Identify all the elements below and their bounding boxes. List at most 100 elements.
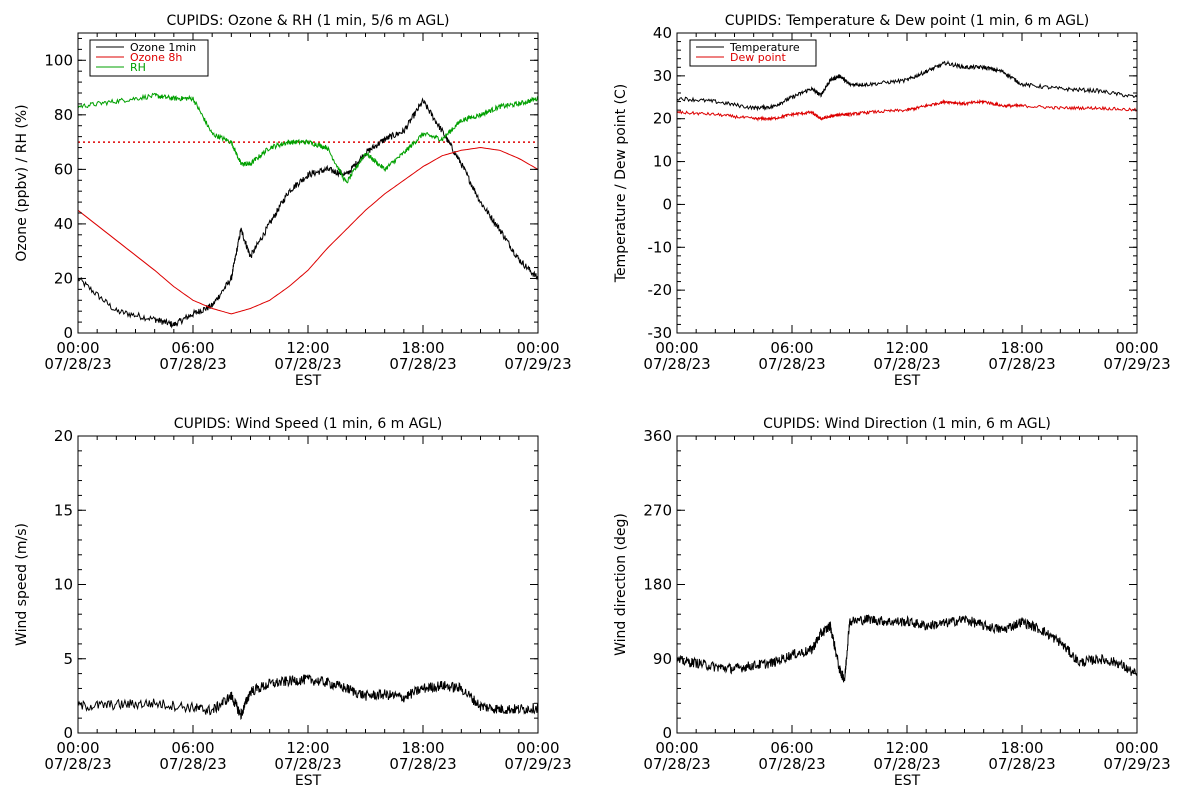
legend-label: RH bbox=[130, 61, 146, 74]
x-tick-time-label: 06:00 bbox=[171, 339, 214, 357]
y-tick-label: 20 bbox=[54, 269, 73, 287]
y-axis-label: Ozone (ppbv) / RH (%) bbox=[14, 104, 30, 261]
chart-title: CUPIDS: Wind Speed (1 min, 6 m AGL) bbox=[174, 416, 442, 432]
x-tick-time-label: 00:00 bbox=[655, 739, 698, 757]
x-tick-time-label: 00:00 bbox=[1115, 339, 1158, 357]
x-tick-time-label: 06:00 bbox=[770, 339, 813, 357]
chart-panel-4: CUPIDS: Wind Direction (1 min, 6 m AGL) 0… bbox=[613, 416, 1171, 789]
x-tick-date-label: 07/28/23 bbox=[758, 755, 825, 773]
x-axis-label: EST bbox=[894, 773, 921, 789]
x-tick-date-label: 07/28/23 bbox=[44, 355, 111, 373]
y-tick-label: 360 bbox=[643, 427, 672, 445]
x-tick-date-label: 07/28/23 bbox=[44, 755, 111, 773]
x-tick-date-label: 07/28/23 bbox=[873, 755, 940, 773]
legend-label: Temperature bbox=[729, 41, 800, 54]
x-tick-date-label: 07/28/23 bbox=[159, 755, 226, 773]
y-tick-label: 15 bbox=[54, 501, 73, 519]
y-tick-label: 10 bbox=[653, 153, 672, 171]
y-axis-label: Wind direction (deg) bbox=[613, 513, 629, 656]
y-tick-label: 0 bbox=[63, 324, 73, 342]
x-tick-date-label: 07/28/23 bbox=[274, 755, 341, 773]
series-group bbox=[78, 674, 538, 720]
y-tick-label: 0 bbox=[662, 724, 672, 742]
x-tick-date-label: 07/28/23 bbox=[159, 355, 226, 373]
chart-panel-3: CUPIDS: Wind Speed (1 min, 6 m AGL) 0 5 10 1… bbox=[14, 416, 572, 789]
x-axis-label: EST bbox=[295, 373, 322, 389]
x-axis-label: EST bbox=[894, 373, 921, 389]
x-tick-date-label: 07/28/23 bbox=[988, 755, 1055, 773]
x-tick-date-label: 07/28/23 bbox=[274, 355, 341, 373]
legend-box bbox=[689, 39, 817, 67]
x-tick-time-label: 06:00 bbox=[770, 739, 813, 757]
x-tick-date-label: 07/29/23 bbox=[1103, 755, 1170, 773]
x-tick-time-label: 18:00 bbox=[1000, 339, 1043, 357]
x-tick-date-label: 07/29/23 bbox=[1103, 355, 1170, 373]
y-tick-label: 90 bbox=[653, 650, 672, 668]
plot-frame bbox=[676, 435, 1138, 734]
y-tick-label: 180 bbox=[643, 576, 672, 594]
x-tick-time-label: 00:00 bbox=[516, 339, 559, 357]
x-tick-time-label: 18:00 bbox=[1000, 739, 1043, 757]
x-tick-time-label: 18:00 bbox=[401, 739, 444, 757]
y-tick-label: 20 bbox=[54, 427, 73, 445]
plot-frame bbox=[77, 435, 539, 734]
y-tick-label: -20 bbox=[648, 281, 673, 299]
x-tick-date-label: 07/28/23 bbox=[643, 355, 710, 373]
y-tick-label: 20 bbox=[653, 110, 672, 128]
series-line-3 bbox=[78, 92, 538, 184]
y-axis-label: Wind speed (m/s) bbox=[14, 523, 30, 646]
x-tick-time-label: 00:00 bbox=[1115, 739, 1158, 757]
x-tick-date-label: 07/28/23 bbox=[873, 355, 940, 373]
chart-title: CUPIDS: Wind Direction (1 min, 6 m AGL) bbox=[763, 416, 1051, 432]
y-tick-label: 0 bbox=[662, 195, 672, 213]
y-tick-label: -30 bbox=[648, 324, 673, 342]
plot-frame bbox=[676, 32, 1138, 334]
x-tick-date-label: 07/29/23 bbox=[504, 755, 571, 773]
x-tick-date-label: 07/29/23 bbox=[504, 355, 571, 373]
series-line-1 bbox=[677, 60, 1137, 112]
x-tick-time-label: 12:00 bbox=[885, 339, 928, 357]
x-tick-time-label: 00:00 bbox=[56, 739, 99, 757]
legend-label: Dew point bbox=[730, 51, 786, 64]
y-tick-label: 60 bbox=[54, 160, 73, 178]
series-group bbox=[677, 60, 1137, 122]
x-tick-date-label: 07/28/23 bbox=[758, 355, 825, 373]
x-tick-date-label: 07/28/23 bbox=[389, 755, 456, 773]
series-line-2 bbox=[78, 146, 538, 315]
chart-panel-1: CUPIDS: Ozone & RH (1 min, 5/6 m AGL) 0 20… bbox=[14, 13, 572, 389]
chart-title: CUPIDS: Temperature & Dew point (1 min, … bbox=[725, 13, 1089, 29]
chart-panel-2: CUPIDS: Temperature & Dew point (1 min, … bbox=[613, 13, 1171, 389]
series-line-1 bbox=[78, 97, 538, 329]
y-tick-label: 0 bbox=[63, 724, 73, 742]
y-tick-label: 10 bbox=[54, 576, 73, 594]
x-tick-date-label: 07/28/23 bbox=[988, 355, 1055, 373]
y-tick-label: 80 bbox=[54, 106, 73, 124]
y-axis-label: Temperature / Dew point (C) bbox=[613, 84, 629, 283]
x-axis-label: EST bbox=[295, 773, 322, 789]
chart-title: CUPIDS: Ozone & RH (1 min, 5/6 m AGL) bbox=[166, 13, 449, 29]
x-tick-time-label: 00:00 bbox=[516, 739, 559, 757]
x-tick-time-label: 06:00 bbox=[171, 739, 214, 757]
x-tick-time-label: 12:00 bbox=[286, 739, 329, 757]
series-line-1 bbox=[78, 674, 538, 720]
y-tick-label: -10 bbox=[648, 238, 673, 256]
x-tick-time-label: 12:00 bbox=[885, 739, 928, 757]
series-group bbox=[78, 92, 538, 329]
series-line-1 bbox=[677, 613, 1137, 683]
x-tick-time-label: 18:00 bbox=[401, 339, 444, 357]
x-tick-date-label: 07/28/23 bbox=[643, 755, 710, 773]
y-tick-label: 100 bbox=[44, 51, 73, 69]
y-tick-label: 270 bbox=[643, 501, 672, 519]
legend-box bbox=[89, 39, 209, 77]
series-group bbox=[677, 613, 1137, 683]
y-tick-label: 5 bbox=[63, 650, 73, 668]
y-tick-label: 40 bbox=[54, 215, 73, 233]
x-tick-time-label: 00:00 bbox=[655, 339, 698, 357]
x-tick-date-label: 07/28/23 bbox=[389, 355, 456, 373]
x-tick-time-label: 00:00 bbox=[56, 339, 99, 357]
series-line-2 bbox=[677, 98, 1137, 122]
x-tick-time-label: 12:00 bbox=[286, 339, 329, 357]
y-tick-label: 30 bbox=[653, 67, 672, 85]
y-tick-label: 40 bbox=[653, 24, 672, 42]
